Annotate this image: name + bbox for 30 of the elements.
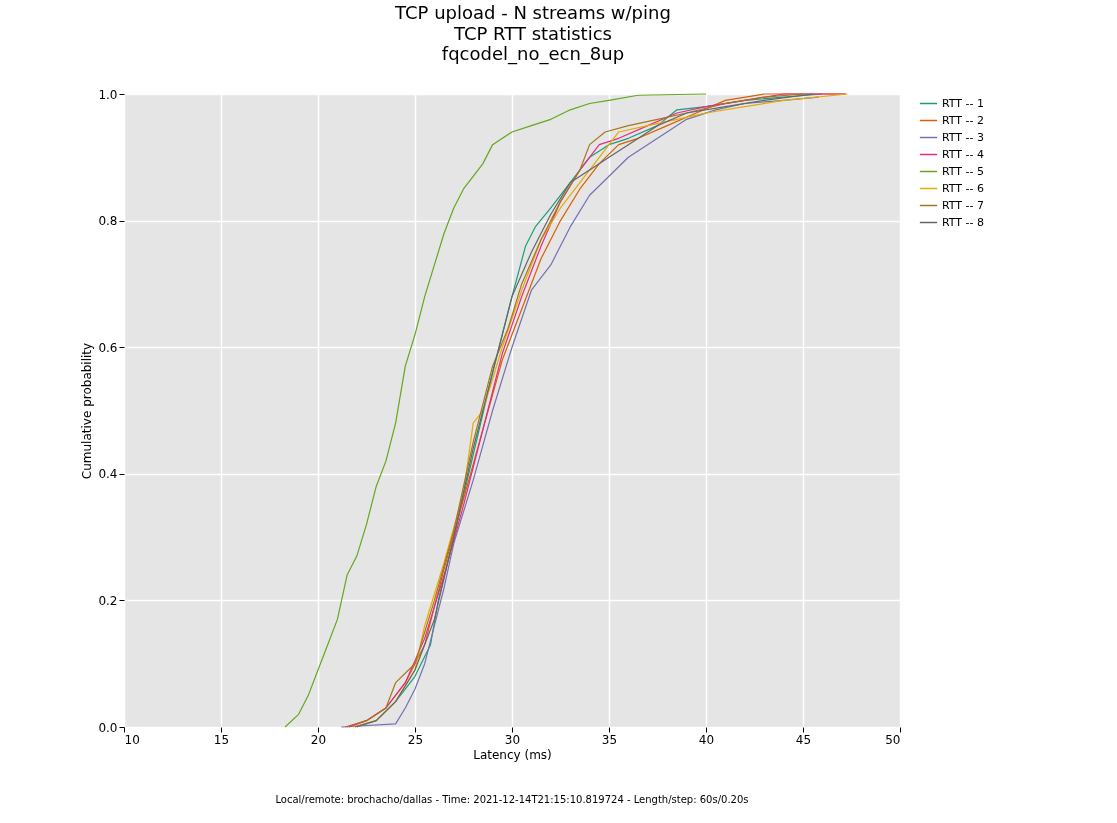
x-tick-label: 25 [407, 732, 424, 747]
x-tick-label: 10 [124, 732, 140, 747]
y-tick-label: 0.6 [98, 340, 118, 355]
y-tick-label: 0.2 [98, 593, 118, 608]
legend-label: RTT -- 2 [942, 113, 985, 127]
legend-label: RTT -- 6 [942, 181, 985, 195]
text: TCP RTT statistics [454, 23, 612, 44]
x-axis-title: Latency (ms) [473, 747, 552, 762]
legend-label: RTT -- 5 [942, 164, 985, 178]
line-series [284, 93, 707, 728]
x-tick-label: 45 [795, 732, 812, 747]
legend-label: RTT -- 7 [942, 198, 985, 212]
legend-label: RTT -- 3 [942, 130, 985, 144]
x-tick-label: 50 [885, 732, 901, 747]
y-tick-label: 0.8 [98, 214, 118, 229]
chart-title: TCP upload - N streams w/ping [394, 2, 671, 23]
legend-label: RTT -- 8 [942, 215, 985, 229]
text: fqcodel_no_ecn_8up [441, 43, 625, 64]
x-tick-label: 35 [601, 732, 618, 747]
x-tick-label: 40 [698, 732, 715, 747]
legend-label: RTT -- 4 [942, 147, 985, 161]
y-axis-title: Cumulative probability [80, 342, 95, 480]
x-tick-label: 15 [213, 732, 230, 747]
y-tick-label: 0.4 [98, 467, 118, 482]
legend-label: RTT -- 1 [942, 96, 985, 110]
y-tick-label: 1.0 [98, 87, 118, 102]
x-tick-label: 30 [504, 732, 521, 747]
x-tick-label: 20 [310, 732, 327, 747]
y-tick-label: 0.0 [98, 720, 118, 735]
text: Local/remote: brochacho/dallas - Time: 2021-12-14T21:15:10.819724 - Length/step: 60s/0.20s [275, 794, 749, 805]
